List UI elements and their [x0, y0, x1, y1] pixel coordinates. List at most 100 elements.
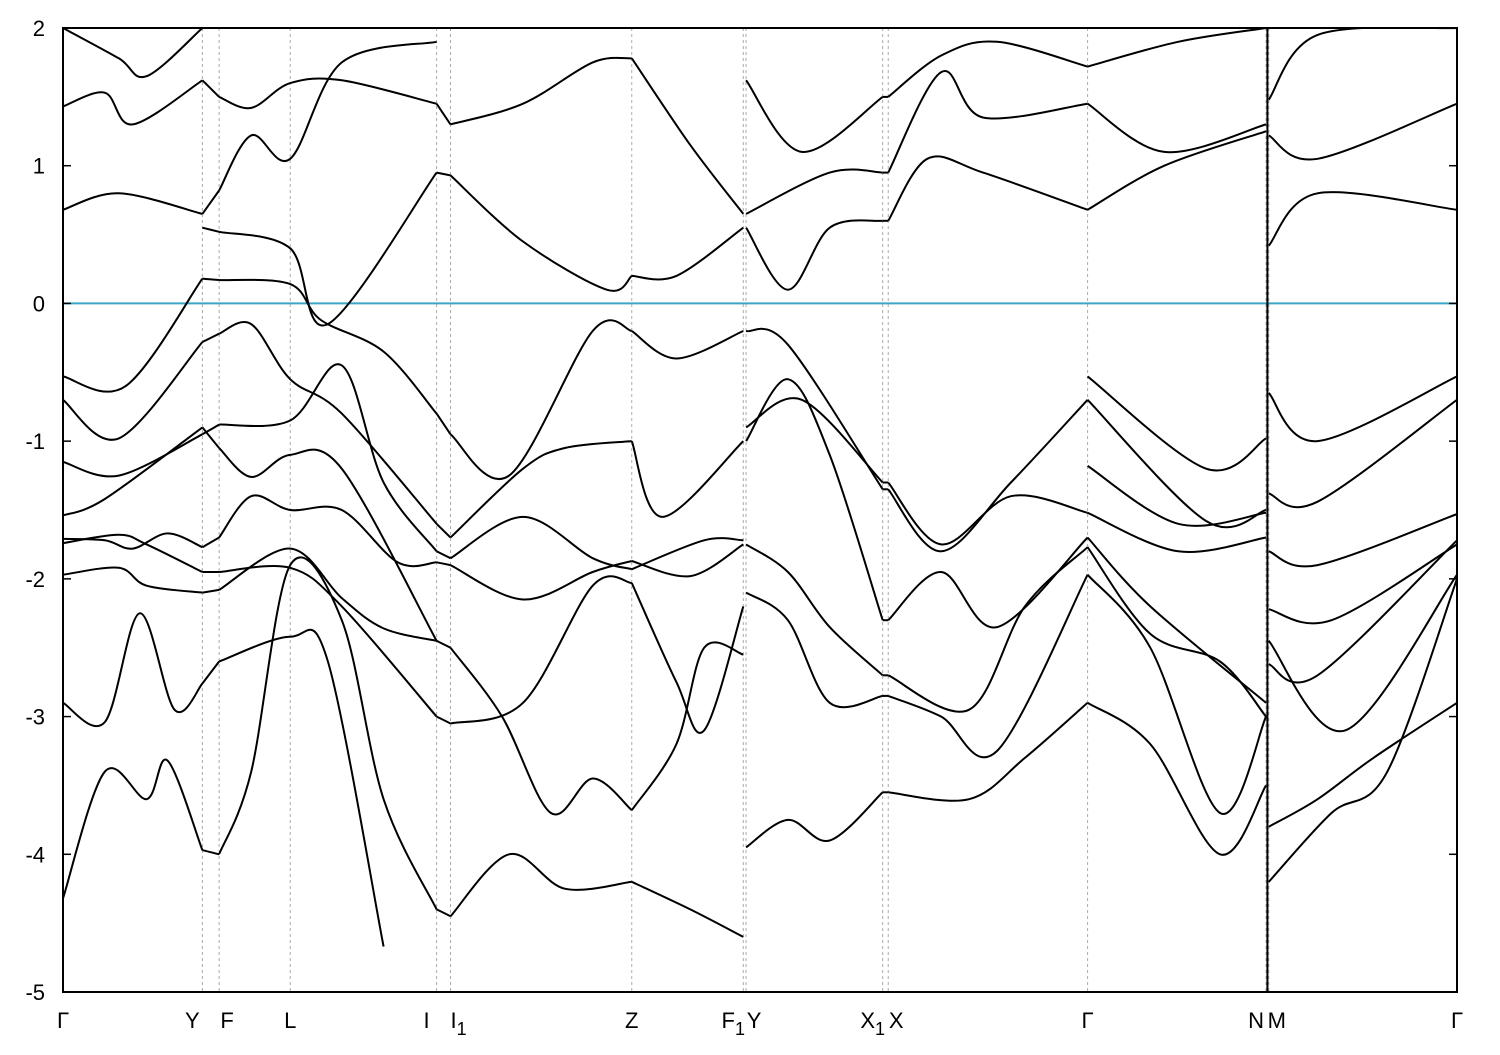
band-line: [1086, 375, 1267, 472]
band-line: [1087, 28, 1267, 68]
band-line: [63, 533, 203, 573]
x-tick-label: L: [284, 1008, 296, 1033]
band-line: [1267, 28, 1457, 101]
band-line: [449, 440, 632, 539]
band-line: [63, 341, 204, 441]
kpoint-gridlines: [201, 28, 1270, 992]
band-line: [887, 399, 1089, 553]
band-line: [1086, 574, 1267, 815]
y-tick-label: -3: [25, 705, 45, 730]
band-line: [745, 378, 884, 621]
band-line: [1268, 513, 1457, 568]
y-tick-labels: -5 -4 -3 -2 -1 0 1 2: [25, 16, 45, 1005]
x-tick-label: Z: [625, 1008, 638, 1033]
band-line: [631, 880, 744, 938]
x-tick-label-main: L: [284, 1008, 296, 1033]
x-tick-label-main: Y: [185, 1008, 200, 1033]
plot-frame: [62, 27, 1458, 993]
band-line: [436, 171, 451, 177]
band-line: [887, 481, 1088, 546]
x-tick-label-main: X: [889, 1008, 904, 1033]
band-line: [450, 56, 632, 126]
x-tick-label-main: M: [1268, 1008, 1286, 1033]
band-line: [887, 574, 1089, 759]
band-line: [218, 628, 385, 947]
x-tick-label: X1: [860, 1008, 885, 1039]
band-line: [63, 433, 203, 478]
x-tick-label-main: N: [1248, 1008, 1264, 1033]
y-tick-label: -2: [25, 567, 45, 592]
band-line: [1086, 536, 1267, 704]
band-line: [201, 660, 220, 685]
x-tick-label: X: [889, 1008, 904, 1033]
band-line: [745, 79, 884, 153]
axis-ticks: [63, 27, 1457, 993]
band-line: [201, 423, 220, 436]
x-tick-label: F: [220, 1008, 233, 1033]
band-line: [888, 702, 1089, 802]
band-line: [202, 226, 220, 233]
y-tick-label: 0: [33, 291, 45, 316]
x-tick-label: N: [1248, 1008, 1264, 1033]
band-line: [449, 647, 633, 816]
x-tick-label-main: X: [860, 1008, 875, 1033]
x-tick-label-subscript: 1: [735, 1019, 745, 1039]
band-line: [63, 566, 203, 594]
band-line: [218, 547, 437, 642]
x-tick-label-main: Γ: [1451, 1008, 1463, 1033]
band-line: [63, 192, 203, 215]
band-line: [202, 277, 220, 281]
band-line: [745, 219, 883, 291]
band-line: [218, 556, 438, 910]
band-line: [63, 612, 204, 728]
band-line: [63, 758, 204, 899]
band-line: [450, 575, 632, 725]
band-line: [435, 413, 452, 435]
band-line: [630, 57, 745, 215]
band-line: [201, 79, 220, 98]
band-line: [887, 536, 1089, 629]
band-line: [630, 440, 744, 518]
x-tick-label: Γ: [1082, 1008, 1094, 1033]
x-tick-label-main: Γ: [1082, 1008, 1094, 1033]
band-line: [202, 588, 220, 594]
band-line: [745, 791, 884, 849]
band-line: [1268, 539, 1457, 684]
band-line: [1087, 701, 1267, 856]
band-line: [218, 77, 437, 110]
band-line: [218, 447, 438, 642]
y-tick-label: -5: [25, 980, 45, 1005]
x-tick-labels: Γ Y F L I I1 Z F1 Y X1 X Γ N M Γ: [57, 1008, 1463, 1039]
band-line: [436, 550, 451, 560]
band-line: [1086, 546, 1267, 718]
band-line: [1268, 543, 1457, 625]
band-line: [1268, 102, 1457, 161]
band-line: [1087, 511, 1267, 553]
y-tick-label: -4: [25, 842, 45, 867]
band-line: [1086, 399, 1267, 529]
x-tick-label: Γ: [57, 1008, 69, 1033]
x-tick-label: F1: [722, 1008, 745, 1039]
band-line: [630, 582, 745, 734]
x-tick-label-subscript: 1: [457, 1019, 467, 1039]
x-tick-label-main: F: [722, 1008, 735, 1033]
x-tick-label: Γ: [1451, 1008, 1463, 1033]
y-tick-label: 2: [33, 16, 45, 41]
band-line: [218, 494, 437, 568]
band-line: [436, 639, 451, 649]
band-line: [1268, 578, 1457, 883]
x-tick-label-subscript: 1: [875, 1019, 885, 1039]
band-line: [436, 908, 451, 918]
band-line: [745, 327, 884, 490]
x-tick-label-main: I: [424, 1008, 430, 1033]
band-line: [218, 172, 438, 327]
x-tick-label-main: Γ: [57, 1008, 69, 1033]
band-line: [745, 543, 884, 677]
band-line: [631, 226, 744, 281]
band-line: [201, 189, 220, 215]
x-tick-label: M: [1268, 1008, 1286, 1033]
band-line: [218, 321, 438, 525]
band-line: [745, 168, 883, 215]
